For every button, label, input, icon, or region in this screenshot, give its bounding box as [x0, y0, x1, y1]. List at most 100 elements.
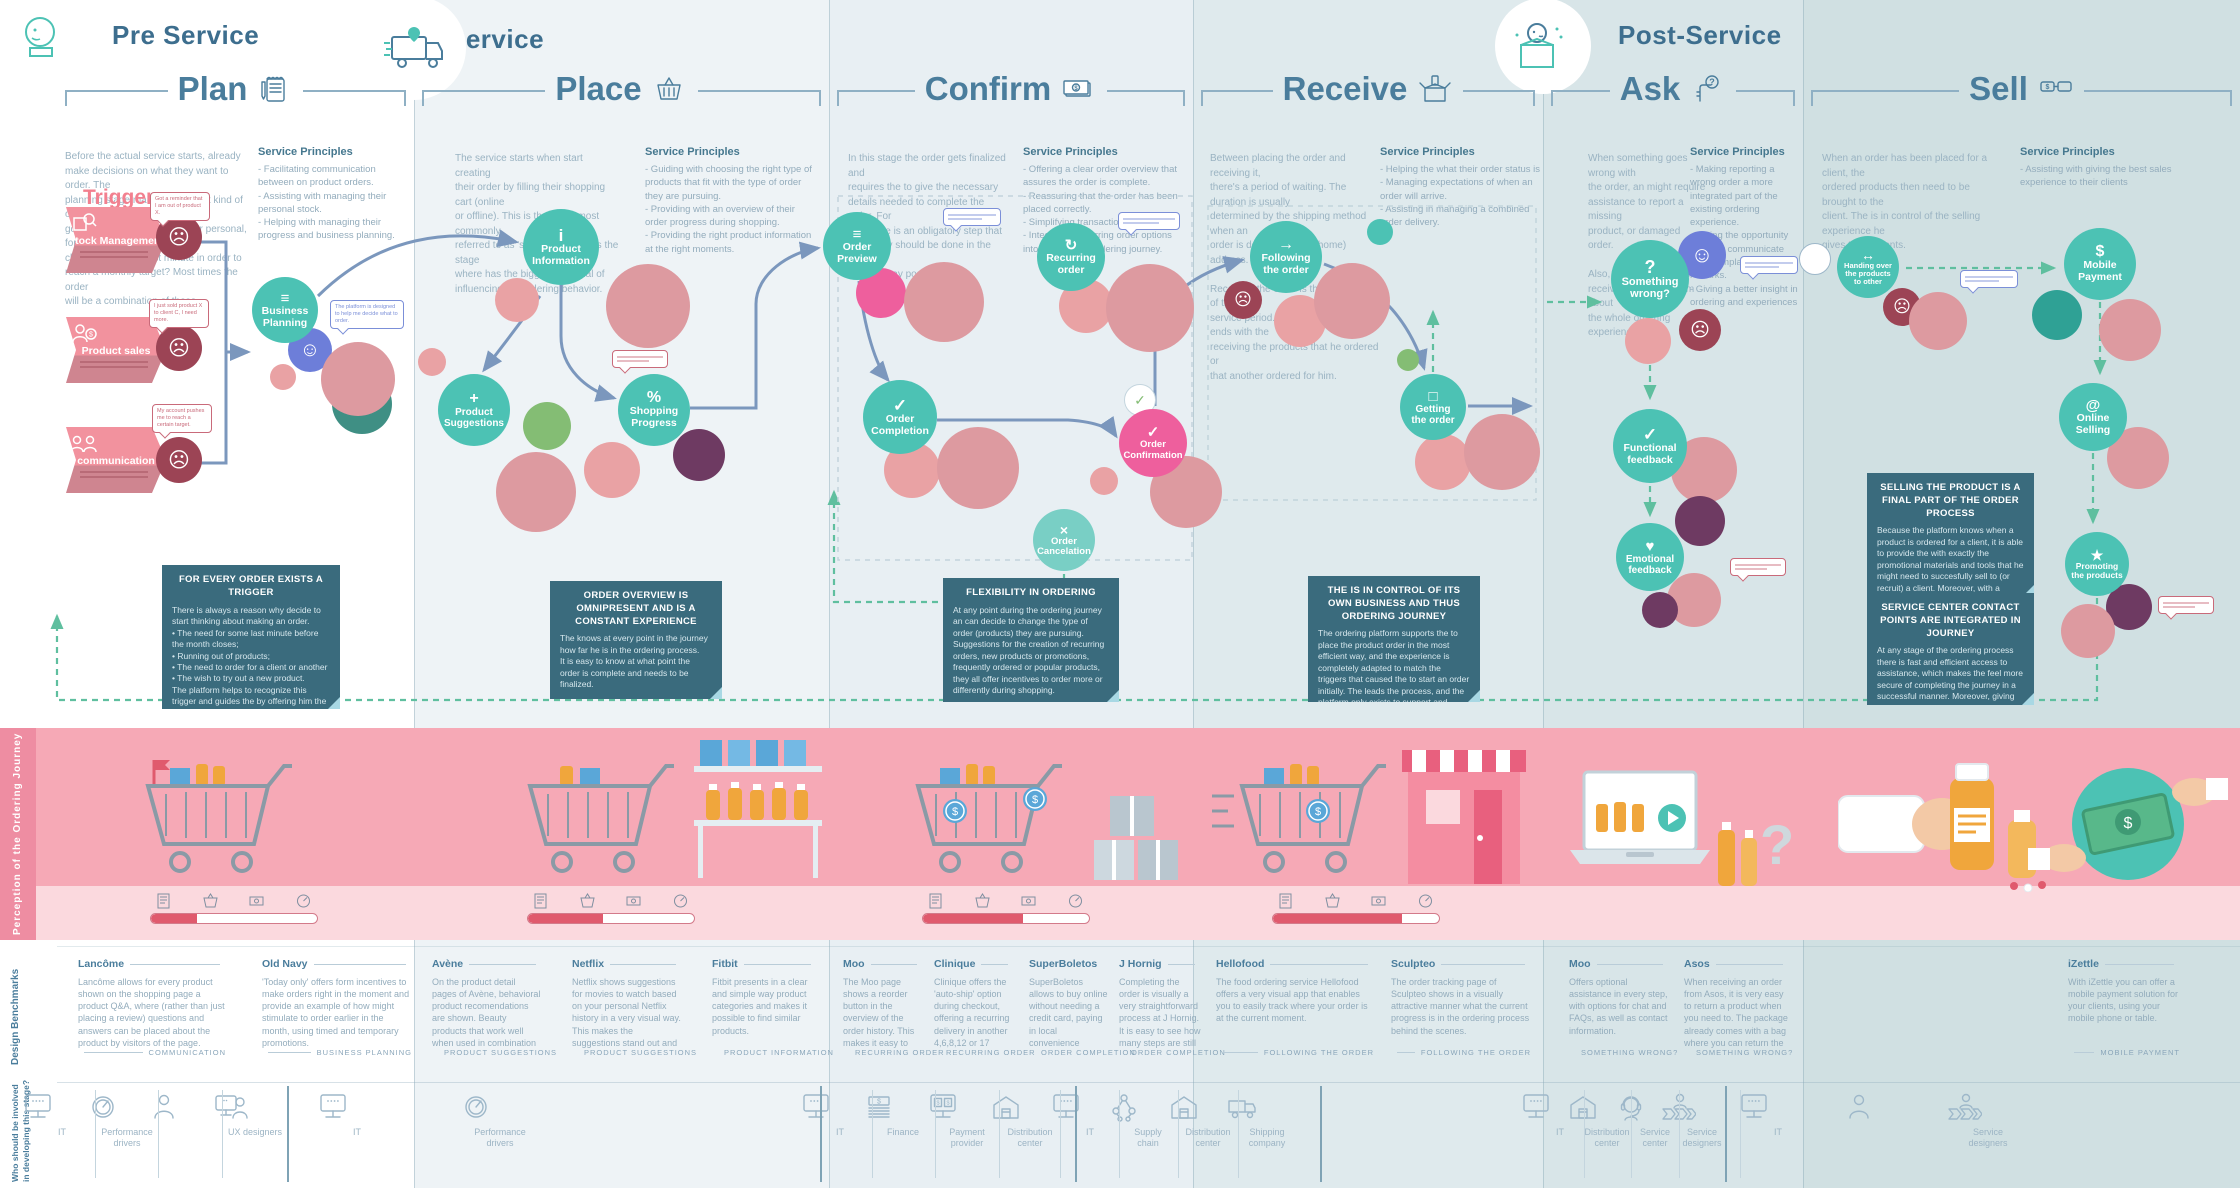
insight-note-title: SELLING THE PRODUCT IS A FINAL PART OF T…: [1880, 482, 2021, 519]
stage-openbox-icon: [1417, 74, 1453, 104]
speech-bubble: The platform is designed to help me deci…: [330, 300, 404, 330]
speech-bubble: [2158, 596, 2214, 614]
satellite-circle: ☹: [1679, 309, 1721, 351]
journey-bubble: ↔ Handing over the products to other: [1837, 236, 1899, 298]
progress-fill: [528, 914, 603, 923]
involvement-label: IT: [1086, 1127, 1094, 1137]
trigger-label: Stock Management: [68, 235, 164, 247]
hand-bottle-illustration: [1838, 756, 2058, 892]
stage-title: Confirm $: [925, 70, 1098, 108]
satellite-circle: [673, 429, 725, 481]
note-fold: [1107, 690, 1119, 702]
benchmark-tag: RECURRING ORDER: [855, 1048, 945, 1057]
stage-divider: [1725, 1086, 1727, 1182]
bubble-label: Business Planning: [261, 304, 309, 329]
bubble-icon: ×: [1059, 521, 1069, 538]
involvement-label: IT: [1774, 1127, 1782, 1137]
involvement-cell: Service designers: [1946, 1092, 2030, 1150]
involvement-cell: IT: [1736, 1092, 1820, 1138]
benchmark-card: Hellofood The food ordering service Hello…: [1216, 958, 1374, 1070]
benchmark-card: Avène On the product detail pages of Avèn…: [432, 958, 556, 1070]
svg-text:?: ?: [1710, 77, 1716, 87]
question-mark: ?: [1760, 813, 1795, 876]
benchmark-rule: [743, 963, 811, 965]
benchmark-text: SuperBoletos allows to buy online withou…: [1029, 977, 1108, 1048]
journey-bubble: + Product Suggestions: [438, 374, 510, 446]
stage-title-text: Confirm: [924, 70, 1052, 107]
involvement-label: IT: [836, 1127, 844, 1137]
gauge-icon: [1418, 893, 1434, 909]
progress-fill: [923, 914, 1023, 923]
benchmark-card: SuperBoletos SuperBoletos allows to buy o…: [1029, 958, 1135, 1070]
stage-title: Plan: [178, 70, 294, 108]
service-principle-item: - Helping the what their order status is: [1380, 164, 1540, 175]
insight-note-title: FOR EVERY ORDER EXISTS A TRIGGER: [178, 574, 324, 598]
benchmark-rule: [1397, 1052, 1415, 1053]
benchmark-name: Netflix: [572, 958, 605, 970]
benchmark-rule: [268, 1052, 311, 1053]
satellite-circle: [2061, 604, 2115, 658]
person-monitor-icon: [213, 1092, 297, 1122]
benchmarks-top-rule: [57, 946, 2240, 947]
service-principle-item: - Making reporting a wrong order a more …: [1690, 164, 1778, 229]
speech-bubble: [1740, 256, 1798, 274]
journey-bubble: $ Mobile Payment: [2064, 228, 2136, 300]
bubble-icon: ✓: [1642, 424, 1658, 444]
insight-note-title: FLEXIBILITY IN ORDERING: [966, 587, 1096, 598]
coin-illustration: $: [1305, 798, 1331, 824]
stage-title-text: Ask: [1619, 70, 1681, 107]
speech-bubble: [1960, 270, 2018, 288]
benchmark-tag: COMMUNICATION: [148, 1048, 226, 1057]
involvement-label: Service designers: [1968, 1127, 2008, 1149]
satellite-circle: [1106, 264, 1194, 352]
service-principle-item: - Facilitating communication between on …: [258, 164, 376, 189]
coin-illustration: $: [1022, 786, 1048, 812]
bubble-icon: i: [558, 225, 564, 245]
benchmark-card: Sculpteo The order tracking page of Sculp…: [1391, 958, 1531, 1070]
column-divider: [1193, 0, 1194, 1188]
journey-bubble: @ Online Selling: [2059, 383, 2127, 451]
benchmark-tag: ORDER COMPLETION: [1041, 1048, 1136, 1057]
involvement-label: Performance drivers: [474, 1127, 526, 1149]
stage-title: Sell $: [1969, 70, 2074, 108]
bubble-icon: ≡: [280, 289, 290, 307]
bubble-label: Getting the order: [1411, 403, 1455, 426]
satellite-circle: [904, 262, 984, 342]
bracket-left: [1811, 90, 1960, 106]
involvement-cell: Distribution center: [988, 1092, 1072, 1150]
involvement-label: IT: [1556, 1127, 1564, 1137]
satellite-circle: [1642, 592, 1678, 628]
benchmarks-vertical-label: Design Benchmarks: [10, 968, 21, 1065]
service-principle-item: - Offering a clear order overview that a…: [1023, 164, 1178, 189]
insight-note: FLEXIBILITY IN ORDERING At any point duri…: [943, 578, 1119, 702]
benchmark-name: Asos: [1684, 958, 1710, 970]
stage-header-place: Place: [422, 70, 821, 108]
cell-divider: [871, 1090, 873, 1178]
benchmark-tag: FOLLOWING THE ORDER: [1420, 1048, 1531, 1057]
laptop-illustration: [1556, 768, 1724, 884]
service-principles-ask: Service Principles - Making reporting a w…: [1690, 146, 1798, 323]
satellite-circle: [1909, 292, 1967, 350]
speech-bubble: My account pushes me to reach a certain …: [152, 404, 212, 434]
service-principles-title: Service Principles: [1690, 146, 1785, 158]
journey-bubble: ? Something wrong?: [1611, 240, 1689, 318]
svg-text:$: $: [1032, 794, 1038, 806]
benchmark-name: Avène: [432, 958, 464, 970]
monitor-icon: [20, 1092, 104, 1122]
speech-bubble: I just sold product X to client C, I nee…: [149, 299, 209, 329]
benchmark-card: Netflix Netflix shows suggestions for mov…: [572, 958, 696, 1070]
benchmark-name-row: Old Navy: [262, 958, 412, 970]
bubble-label: Handing over the products to other: [1844, 260, 1892, 287]
benchmark-text: When receiving an order from Asos, it is…: [1684, 977, 1788, 1048]
stage-askhand-icon: ?: [1690, 74, 1726, 104]
involvement-label: Service designers: [1682, 1127, 1722, 1149]
involvement-cell: IT: [315, 1092, 399, 1138]
journey-bubble: ✓ Order Confirmation: [1119, 409, 1187, 477]
column-divider: [829, 0, 830, 1188]
benchmark-tag: SOMETHING WRONG?: [1581, 1048, 1679, 1057]
bracket-right: [697, 90, 821, 106]
bubble-label: Order Confirmation: [1123, 439, 1183, 461]
benchmark-name-row: Fitbit: [712, 958, 817, 970]
benchmark-name-row: SuperBoletos: [1029, 958, 1109, 970]
order-progress-indicator: [150, 893, 318, 924]
